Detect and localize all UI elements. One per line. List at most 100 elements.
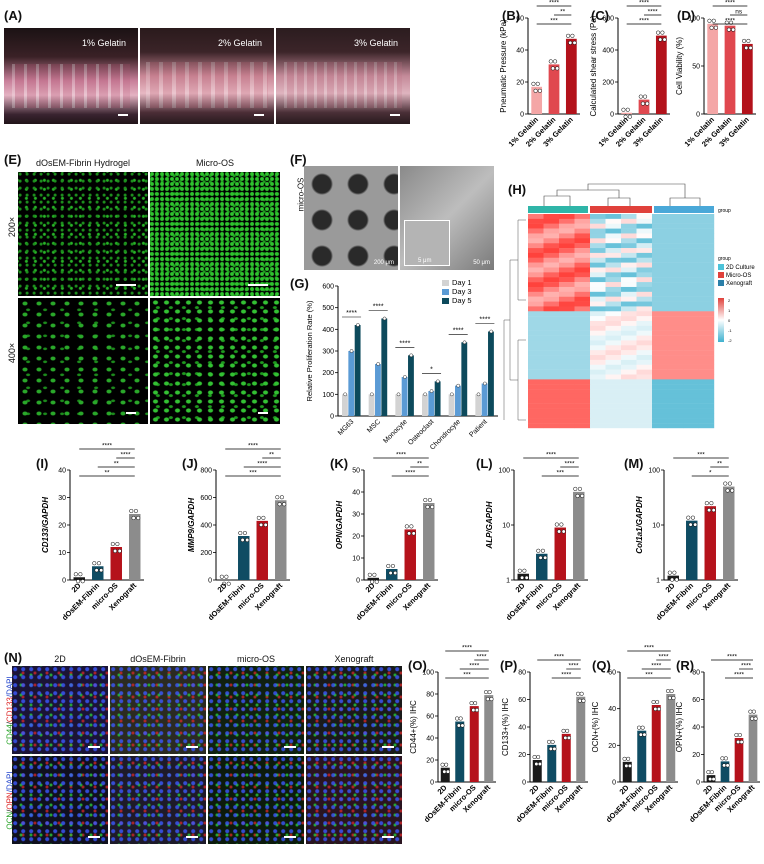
heat-cell xyxy=(667,423,684,429)
y-tick-label: 0 xyxy=(356,578,360,585)
y-tick-label: 400 xyxy=(322,327,334,334)
data-point xyxy=(376,362,380,366)
data-point xyxy=(226,581,231,586)
heat-cell xyxy=(590,423,606,429)
heat-cell xyxy=(621,296,637,302)
bar xyxy=(401,377,408,416)
heat-cell xyxy=(636,282,653,288)
bar xyxy=(110,547,122,580)
y-tick-label: 10 xyxy=(58,550,66,557)
y-tick-label: 0 xyxy=(612,780,616,787)
data-point xyxy=(403,375,407,379)
heat-cell xyxy=(652,257,668,263)
data-point xyxy=(524,575,529,580)
heat-cell xyxy=(652,379,668,385)
y-tick-label: 0 xyxy=(522,780,526,787)
heat-cell xyxy=(683,345,699,351)
data-point xyxy=(709,25,714,30)
heat-cell xyxy=(528,359,544,365)
sig-label: **** xyxy=(120,452,131,459)
heat-cell xyxy=(590,238,606,244)
heat-cell xyxy=(667,272,684,278)
heat-cell xyxy=(574,418,591,424)
data-point xyxy=(563,735,568,740)
heat-cell xyxy=(636,369,653,375)
heat-cell xyxy=(590,325,606,331)
heat-cell xyxy=(574,325,591,331)
heat-cell xyxy=(621,321,637,327)
data-point xyxy=(731,27,736,32)
heat-cell xyxy=(590,408,606,414)
heat-cell xyxy=(543,364,560,370)
heat-cell xyxy=(621,214,637,220)
if-image xyxy=(110,666,206,754)
bar xyxy=(547,744,557,782)
scale-text: 5 μm xyxy=(418,258,432,264)
heat-cell xyxy=(621,262,637,268)
heat-cell xyxy=(590,389,606,395)
heat-cell xyxy=(528,355,544,361)
heat-cell xyxy=(652,335,668,341)
heat-cell xyxy=(683,374,699,380)
heat-cell xyxy=(559,335,575,341)
if-signal xyxy=(110,756,206,844)
data-point xyxy=(555,66,560,71)
data-point xyxy=(711,508,716,513)
data-point xyxy=(554,522,559,527)
heat-cell xyxy=(683,257,699,263)
heat-cell xyxy=(683,243,699,249)
heat-cell xyxy=(683,335,699,341)
heat-cell xyxy=(559,321,575,327)
heat-cell xyxy=(683,277,699,283)
heat-cell xyxy=(528,238,544,244)
heat-cell xyxy=(528,369,544,375)
data-point xyxy=(570,33,575,38)
y-axis-label: CD133+(%) IHC xyxy=(501,698,510,756)
heat-cell xyxy=(667,218,684,224)
heat-cell xyxy=(667,238,684,244)
heat-cell xyxy=(559,311,575,317)
sig-label: * xyxy=(709,470,712,477)
heat-cell xyxy=(559,330,575,336)
data-point xyxy=(73,572,78,577)
heat-cell xyxy=(683,248,699,254)
heat-cell xyxy=(543,389,560,395)
data-point xyxy=(256,515,261,520)
data-point xyxy=(561,728,566,733)
panel-label-c: (C) xyxy=(591,8,610,23)
sig-label: *** xyxy=(697,452,705,459)
heat-cell xyxy=(574,330,591,336)
heat-cell xyxy=(683,301,699,307)
color-scale xyxy=(718,298,724,342)
heat-cell xyxy=(528,340,544,346)
y-tick-label: 600 xyxy=(602,16,614,23)
heat-cell xyxy=(574,359,591,365)
heat-cell xyxy=(574,252,591,258)
heat-cell xyxy=(667,355,684,361)
sig-label: **** xyxy=(564,461,575,468)
data-point xyxy=(713,25,718,30)
bar xyxy=(561,733,571,782)
heat-cell xyxy=(590,296,606,302)
heat-cell xyxy=(667,393,684,400)
if-signal xyxy=(208,666,304,754)
fluorescence-image xyxy=(150,172,280,296)
heat-cell xyxy=(652,384,668,390)
heat-cell xyxy=(636,248,653,254)
heat-cell xyxy=(636,214,653,220)
bar xyxy=(129,514,141,580)
data-point xyxy=(559,522,564,527)
data-point xyxy=(429,389,434,393)
y-tick-label: 10 xyxy=(652,523,660,530)
data-point xyxy=(538,555,543,560)
heat-cell xyxy=(652,252,668,258)
heat-cell xyxy=(652,403,668,409)
data-point xyxy=(110,541,115,547)
data-point xyxy=(550,66,555,71)
heat-cell xyxy=(636,340,653,346)
heat-cell xyxy=(636,350,653,356)
panel-label-n: (N) xyxy=(4,650,23,665)
data-point xyxy=(425,504,430,510)
data-point xyxy=(238,530,243,536)
if-signal xyxy=(110,666,206,754)
